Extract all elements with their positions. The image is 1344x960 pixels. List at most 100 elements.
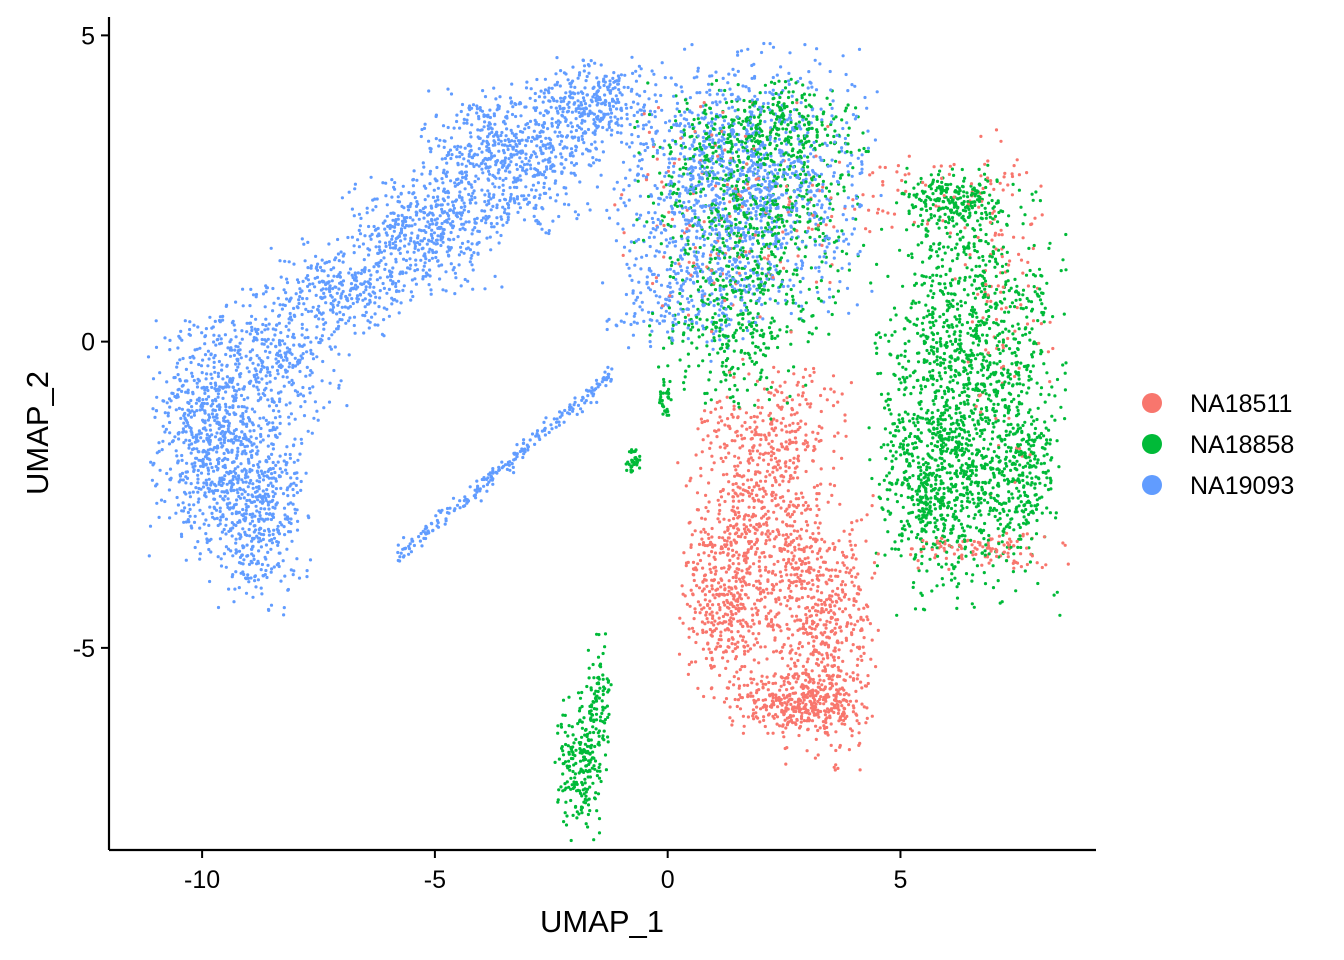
data-point (767, 213, 770, 216)
data-point (667, 211, 670, 214)
data-point (968, 382, 971, 385)
data-point (732, 500, 735, 503)
data-point (185, 368, 188, 371)
data-point (866, 618, 869, 621)
data-point (985, 233, 988, 236)
data-point (746, 684, 749, 687)
data-point (190, 452, 193, 455)
data-point (706, 180, 709, 183)
data-point (741, 84, 744, 87)
data-point (887, 340, 890, 343)
data-point (970, 580, 973, 583)
data-point (661, 147, 664, 150)
data-point (906, 413, 909, 416)
data-point (767, 289, 770, 292)
data-point (627, 346, 630, 349)
data-point (250, 454, 253, 457)
data-point (517, 202, 520, 205)
data-point (694, 166, 697, 169)
data-point (487, 170, 490, 173)
data-point (966, 384, 969, 387)
data-point (810, 614, 813, 617)
data-point (944, 252, 947, 255)
data-point (741, 140, 744, 143)
data-point (1039, 185, 1042, 188)
data-point (722, 77, 725, 80)
data-point (601, 699, 604, 702)
data-point (209, 353, 212, 356)
data-point (971, 306, 974, 309)
data-point (783, 102, 786, 105)
data-point (236, 447, 239, 450)
data-point (774, 168, 777, 171)
data-point (524, 157, 527, 160)
data-point (1009, 305, 1012, 308)
data-point (363, 258, 366, 261)
data-point (307, 310, 310, 313)
data-point (297, 359, 300, 362)
data-point (386, 225, 389, 228)
data-point (927, 294, 930, 297)
data-point (767, 442, 770, 445)
data-point (771, 484, 774, 487)
data-point (861, 153, 864, 156)
data-point (548, 146, 551, 149)
data-point (736, 557, 739, 560)
data-point (844, 607, 847, 610)
data-point (338, 384, 341, 387)
data-point (564, 91, 567, 94)
data-point (965, 491, 968, 494)
data-point (220, 564, 223, 567)
data-point (745, 290, 748, 293)
data-point (215, 450, 218, 453)
data-point (473, 196, 476, 199)
data-point (279, 467, 282, 470)
data-point (439, 244, 442, 247)
data-point (791, 422, 794, 425)
data-point (811, 332, 814, 335)
data-point (786, 664, 789, 667)
data-point (886, 211, 889, 214)
data-point (979, 174, 982, 177)
data-point (833, 171, 836, 174)
data-point (713, 696, 716, 699)
data-point (739, 309, 742, 312)
data-point (182, 521, 185, 524)
data-point (815, 47, 818, 50)
data-point (391, 235, 394, 238)
data-point (288, 321, 291, 324)
data-point (354, 183, 357, 186)
data-point (539, 146, 542, 149)
data-point (447, 191, 450, 194)
data-point (929, 326, 932, 329)
data-point (296, 459, 299, 462)
data-point (500, 131, 503, 134)
data-point (283, 260, 286, 263)
data-point (284, 469, 287, 472)
data-point (1058, 614, 1061, 617)
data-point (733, 135, 736, 138)
data-point (300, 438, 303, 441)
data-point (549, 423, 552, 426)
data-point (537, 181, 540, 184)
data-point (556, 724, 559, 727)
data-point (894, 429, 897, 432)
data-point (556, 417, 559, 420)
data-point (320, 313, 323, 316)
data-point (646, 146, 649, 149)
data-point (972, 558, 975, 561)
data-point (716, 642, 719, 645)
data-point (752, 506, 755, 509)
data-point (321, 259, 324, 262)
data-point (555, 56, 558, 59)
data-point (1020, 431, 1023, 434)
data-point (1003, 297, 1006, 300)
data-point (1047, 429, 1050, 432)
data-point (696, 427, 699, 430)
data-point (960, 415, 963, 418)
data-point (747, 629, 750, 632)
data-point (741, 696, 744, 699)
data-point (854, 106, 857, 109)
data-point (946, 471, 949, 474)
data-point (784, 425, 787, 428)
